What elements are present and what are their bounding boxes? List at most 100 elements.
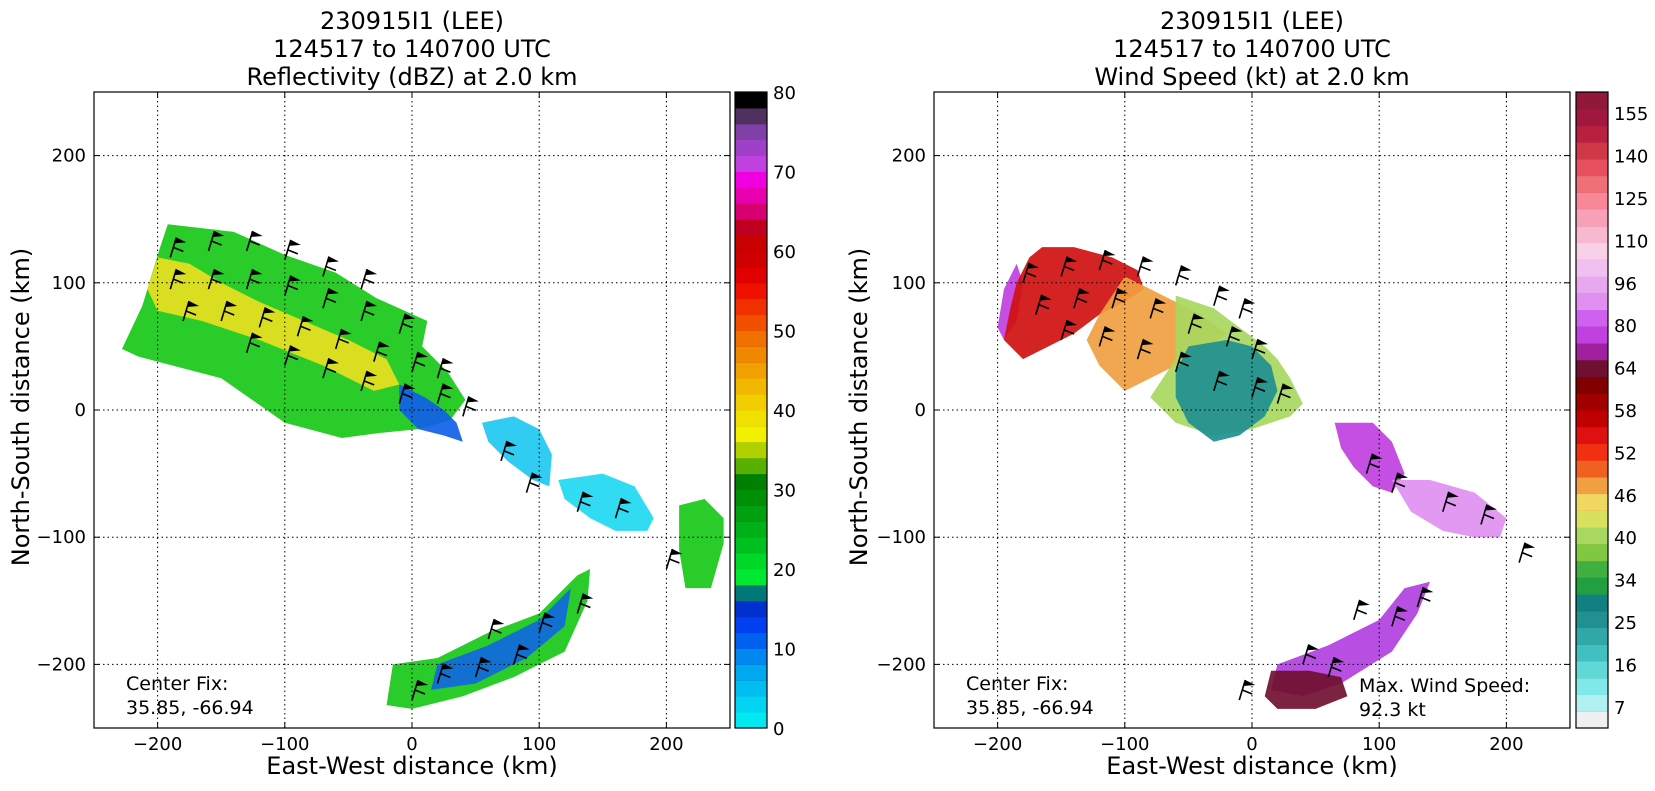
colorbar-swatch (735, 314, 767, 331)
wind-barb (1302, 644, 1319, 665)
wind-barb (1251, 338, 1268, 360)
colorbar-tick-label: 60 (773, 242, 796, 263)
wind-barb (436, 663, 454, 684)
y-tick-label: 0 (915, 400, 926, 421)
panel-reflectivity: 230915I1 (LEE) 124517 to 140700 UTC Refl… (7, 7, 796, 780)
wind-barb (1352, 599, 1370, 621)
x-tick-label: 0 (406, 734, 417, 755)
center-fix-value: 35.85, -66.94 (966, 697, 1094, 719)
wind-barb (1391, 472, 1408, 493)
max-wind-value: 92.3 kt (1359, 699, 1426, 721)
region-red-core (1003, 247, 1144, 360)
wind-barb (1060, 319, 1078, 341)
colorbar-swatch (735, 378, 767, 395)
wind-barb (1149, 298, 1167, 319)
colorbar-swatch (735, 680, 767, 697)
colorbar-swatch (735, 712, 767, 729)
colorbar-swatch (735, 584, 767, 602)
colorbar-swatch (1576, 359, 1608, 378)
wind-barb (322, 256, 339, 277)
wind-barb (169, 237, 187, 258)
colorbar-swatch (1576, 426, 1608, 444)
wind-barb (169, 268, 187, 290)
wind-barb (322, 357, 339, 379)
region-blue-edge (399, 384, 463, 442)
colorbar-tick-label: 40 (1614, 528, 1637, 549)
colorbar-swatch (735, 569, 767, 586)
wind-barb (398, 383, 416, 404)
colorbar-tick-label: 52 (1614, 443, 1637, 464)
wind-barb (1225, 326, 1243, 347)
region-maroon-blob (1264, 670, 1348, 709)
wind-barb (284, 239, 301, 261)
colorbar-tick-label: 64 (1614, 359, 1637, 380)
chart-title-line-3: Wind Speed (kt) at 2.0 km (1094, 63, 1409, 91)
wind-barb (462, 396, 479, 417)
panel-wind-speed: 230915I1 (LEE) 124517 to 140700 UTC Wind… (845, 7, 1648, 780)
y-axis-label: North-South distance (km) (7, 248, 35, 567)
colorbar-swatch (735, 616, 767, 634)
colorbar-swatch (1576, 326, 1608, 344)
colorbar-swatch (1576, 309, 1608, 327)
x-tick-label: 100 (522, 734, 556, 755)
colorbar-swatch (1576, 677, 1608, 696)
y-tick-label: −200 (37, 654, 86, 675)
wind-barb (576, 491, 594, 512)
wind-barb (1060, 256, 1078, 277)
colorbar-swatch (735, 410, 767, 427)
colorbar-tick-label: 30 (773, 481, 796, 502)
center-fix-value: 35.85, -66.94 (126, 697, 254, 719)
colorbar-tick-label: 80 (1614, 316, 1637, 337)
region-arm-2 (558, 473, 654, 531)
y-tick-label: 200 (52, 146, 86, 167)
wind-barb (1136, 338, 1154, 360)
x-axis-label: East-West distance (km) (266, 752, 557, 780)
colorbar-tick-label: 46 (1614, 486, 1637, 507)
colorbar-swatch (1576, 242, 1608, 260)
wind-barb (538, 612, 556, 633)
colorbar-swatch (1576, 560, 1608, 578)
region-arm-4-core (431, 588, 571, 690)
wind-barb (1022, 262, 1040, 284)
region-purple-arm-2 (1391, 479, 1507, 538)
chart-title-line-1: 230915I1 (LEE) (320, 7, 504, 35)
colorbar-swatch (1576, 493, 1608, 511)
colorbar-swatch (1576, 627, 1608, 645)
wind-barb (360, 300, 378, 322)
colorbar-tick-label: 25 (1614, 613, 1637, 634)
region-arm-1 (481, 416, 552, 487)
colorbar-swatch (735, 107, 767, 125)
colorbar-swatch (1576, 460, 1608, 478)
colorbar-swatch (735, 123, 767, 141)
colorbar-tick-label: 40 (773, 401, 796, 422)
wind-barb (1416, 586, 1434, 608)
wind-barb (411, 679, 428, 701)
colorbar-swatch (735, 537, 767, 554)
colorbar-tick-label: 34 (1614, 571, 1637, 592)
colorbar-swatch (735, 346, 767, 363)
colorbar-swatch (1576, 543, 1608, 562)
wind-barb (245, 268, 263, 290)
x-axis-label: East-West distance (km) (1106, 752, 1397, 780)
wind-barb (1098, 326, 1116, 347)
colorbar-swatch (735, 362, 767, 379)
colorbar-swatch (1576, 510, 1608, 528)
region-purple-arm-3 (1271, 581, 1431, 697)
colorbar-swatch (735, 489, 767, 506)
colorbar-swatch (1576, 209, 1608, 227)
y-tick-label: 200 (892, 146, 926, 167)
colorbar-swatch (735, 219, 767, 236)
wind-barb (1174, 351, 1192, 373)
wind-barb (284, 275, 301, 296)
wind-barb (525, 472, 543, 493)
wind-barb (373, 341, 390, 362)
colorbar-swatch (735, 632, 767, 649)
colorbar-swatch (1576, 343, 1608, 361)
x-tick-label: −200 (973, 734, 1022, 755)
wind-barb (284, 345, 301, 366)
x-tick-label: 200 (649, 734, 683, 755)
colorbar-tick-label: 0 (773, 719, 784, 740)
wind-barb (1073, 288, 1090, 309)
data-field (121, 224, 724, 709)
